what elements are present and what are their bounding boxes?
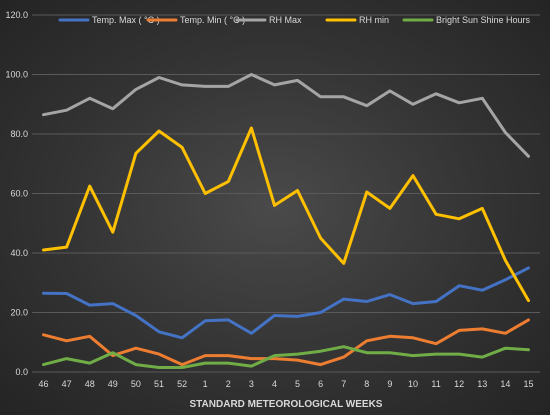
x-tick-label: 47 [62, 379, 72, 389]
legend-label: Temp. Max ( °C ) [92, 15, 160, 25]
series-line [42, 266, 530, 340]
x-tick-label: 2 [226, 379, 231, 389]
x-tick-label: 8 [364, 379, 369, 389]
x-tick-label: 4 [272, 379, 277, 389]
y-tick-label: 60.0 [10, 189, 28, 199]
y-tick-label: 0.0 [15, 367, 28, 377]
x-tick-label: 52 [177, 379, 187, 389]
x-tick-label: 5 [295, 379, 300, 389]
x-tick-label: 3 [249, 379, 254, 389]
series-line [42, 126, 530, 303]
y-tick-label: 100.0 [5, 70, 28, 80]
legend-label: Bright Sun Shine Hours [436, 15, 531, 25]
x-tick-label: 12 [454, 379, 464, 389]
x-tick-label: 50 [131, 379, 141, 389]
x-tick-label: 49 [108, 379, 118, 389]
x-tick-label: 9 [387, 379, 392, 389]
x-tick-label: 48 [85, 379, 95, 389]
legend-label: RH Max [269, 15, 302, 25]
y-tick-label: 40.0 [10, 248, 28, 258]
legend-label: Temp. Min ( °C ) [180, 15, 245, 25]
x-tick-label: 10 [408, 379, 418, 389]
x-tick-label: 14 [500, 379, 510, 389]
x-tick-label: 11 [431, 379, 440, 389]
y-tick-label: 120.0 [5, 10, 28, 20]
x-axis-title: STANDARD METEOROLOGICAL WEEKS [190, 399, 383, 410]
x-tick-label: 13 [477, 379, 487, 389]
x-tick-label: 51 [154, 379, 164, 389]
x-tick-label: 6 [318, 379, 323, 389]
y-tick-label: 20.0 [10, 308, 28, 318]
series-line [42, 345, 530, 369]
x-tick-label: 15 [523, 379, 533, 389]
legend-label: RH min [359, 15, 389, 25]
x-tick-label: 46 [39, 379, 49, 389]
series-line [42, 73, 530, 158]
y-tick-label: 80.0 [10, 129, 28, 139]
series-line [42, 318, 530, 367]
x-tick-label: 1 [203, 379, 208, 389]
x-tick-label: 7 [341, 379, 346, 389]
